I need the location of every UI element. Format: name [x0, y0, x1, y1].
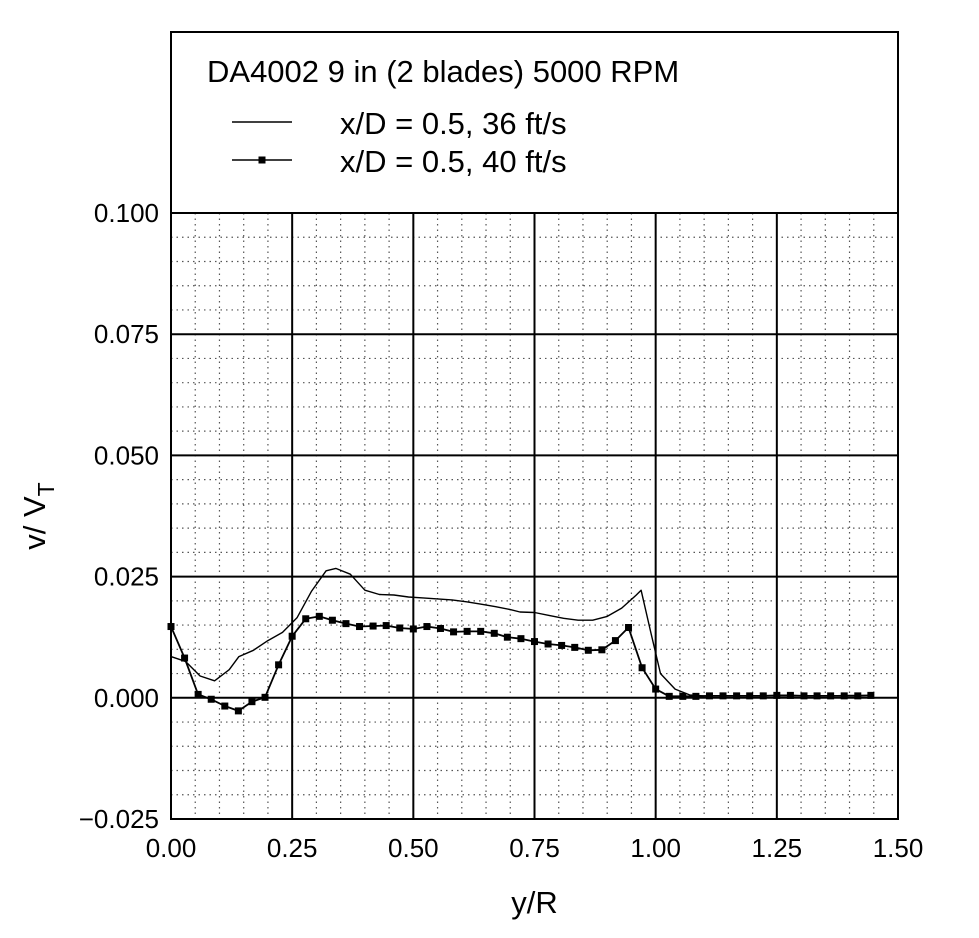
data-point — [827, 692, 835, 700]
data-point — [315, 612, 323, 620]
series-line — [170, 567, 869, 697]
data-point — [450, 628, 458, 636]
data-point — [746, 692, 754, 700]
x-tick-label: 1.00 — [630, 833, 681, 863]
data-point — [786, 691, 794, 699]
legend-label: x/D = 0.5, 40 ft/s — [340, 144, 567, 179]
data-point — [692, 692, 700, 700]
data-point — [342, 620, 350, 628]
legend-box — [170, 31, 899, 214]
legend-label: x/D = 0.5, 36 ft/s — [340, 106, 567, 141]
data-point — [423, 623, 431, 631]
y-tick-label: 0.100 — [94, 198, 159, 228]
legend-entries: x/D = 0.5, 36 ft/sx/D = 0.5, 40 ft/s — [232, 106, 567, 179]
y-axis-label-subscript: T — [33, 482, 59, 496]
series-1 — [170, 567, 869, 697]
data-point — [396, 624, 404, 632]
legend-swatch-marker — [258, 156, 266, 164]
x-tick-label: 0.00 — [146, 833, 197, 863]
data-point — [638, 664, 646, 672]
x-tick-label: 0.50 — [388, 833, 439, 863]
data-point — [854, 692, 862, 700]
data-point — [234, 707, 242, 715]
data-point — [759, 692, 767, 700]
data-point — [719, 692, 727, 700]
major-grid — [170, 212, 899, 820]
x-tick-label: 0.75 — [509, 833, 560, 863]
data-point — [800, 692, 808, 700]
y-tick-label: −0.025 — [79, 804, 159, 834]
legend-entry: x/D = 0.5, 40 ft/s — [232, 144, 567, 179]
data-point — [867, 691, 875, 699]
data-point — [288, 632, 296, 640]
data-point — [463, 627, 471, 635]
data-point — [181, 654, 189, 662]
data-point — [302, 615, 310, 623]
data-point — [840, 692, 848, 700]
x-tick-label: 1.50 — [873, 833, 924, 863]
data-point — [665, 692, 673, 700]
data-point — [503, 633, 511, 641]
data-point — [584, 646, 592, 654]
data-point — [517, 635, 525, 643]
y-axis-label-main: v/ V — [17, 496, 52, 550]
chart-title: DA4002 9 in (2 blades) 5000 RPM — [207, 54, 679, 89]
data-point — [207, 695, 215, 703]
data-point — [248, 698, 256, 706]
data-point — [705, 692, 713, 700]
legend-entry: x/D = 0.5, 36 ft/s — [232, 106, 567, 141]
y-axis-label: v/ VT — [17, 482, 59, 549]
data-point — [679, 692, 687, 700]
data-point — [328, 616, 336, 624]
x-axis-label: y/R — [511, 885, 558, 920]
data-point — [490, 629, 498, 637]
y-tick-label: 0.075 — [94, 319, 159, 349]
y-tick-label: 0.050 — [94, 440, 159, 470]
data-point — [436, 624, 444, 632]
data-point — [221, 702, 229, 710]
data-point — [194, 690, 202, 698]
data-point — [652, 685, 660, 693]
legend: DA4002 9 in (2 blades) 5000 RPM x/D = 0.… — [170, 31, 899, 214]
data-point — [275, 661, 283, 669]
x-tick-label: 0.25 — [267, 833, 318, 863]
tick-labels: 0.00 0.25 0.50 0.75 1.00 1.25 1.50 −0.025 0.000 0… — [79, 198, 924, 863]
y-tick-label: 0.025 — [94, 562, 159, 592]
data-point — [625, 624, 633, 632]
data-point — [571, 643, 579, 651]
data-point — [733, 692, 741, 700]
data-point — [477, 627, 485, 635]
series-2 — [167, 612, 875, 715]
data-point — [611, 637, 619, 645]
data-point — [598, 646, 606, 654]
data-point — [261, 693, 269, 701]
data-point — [382, 622, 390, 630]
data-point — [544, 640, 552, 648]
y-tick-label: 0.000 — [94, 683, 159, 713]
series-layer — [167, 567, 875, 715]
data-point — [369, 622, 377, 630]
data-point — [558, 641, 566, 649]
data-point — [409, 625, 417, 633]
data-point — [813, 692, 821, 700]
data-point — [773, 691, 781, 699]
x-tick-label: 1.25 — [752, 833, 803, 863]
data-point — [356, 623, 364, 631]
data-point — [531, 638, 538, 646]
